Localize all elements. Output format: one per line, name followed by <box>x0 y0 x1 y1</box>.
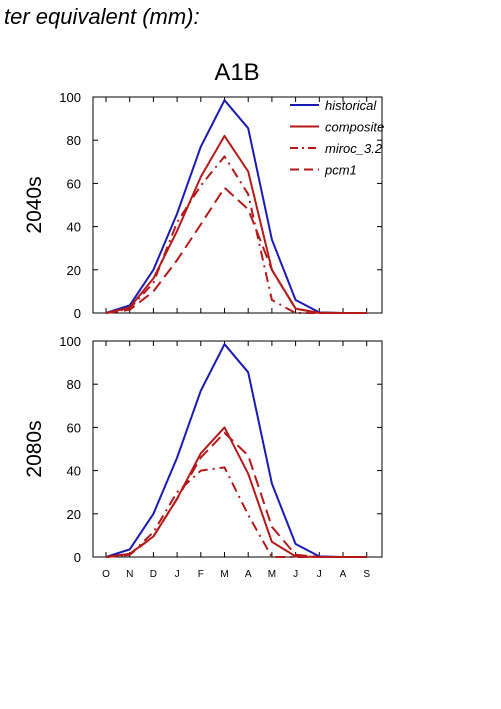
x-tick-label: S <box>363 569 370 580</box>
chart-legend: historical composite miroc_3.2 pcm1 <box>290 98 384 178</box>
chart-title: A1B <box>214 59 259 86</box>
x-tick-label: N <box>126 569 133 580</box>
y-tick-label: 0 <box>74 550 81 565</box>
series-line-composite <box>105 426 367 558</box>
y-tick-label: 60 <box>67 420 81 435</box>
legend-item: pcm1 <box>290 163 357 178</box>
y-tick-label: 80 <box>67 133 81 148</box>
x-tick-label: J <box>317 569 322 580</box>
x-tick-label: J <box>293 569 298 580</box>
panel-2040s: 0 20 40 60 80 100 2040s <box>23 90 383 321</box>
panel-2080s: 0 20 40 60 80 100 O N D J F M A M J J A S 2080s <box>23 334 383 580</box>
y-tick-label: 0 <box>74 306 81 321</box>
series-line-pcm1 <box>105 186 367 314</box>
plot-frame <box>92 96 383 314</box>
y-tick-label: 40 <box>67 464 81 479</box>
y-tick-label: 20 <box>67 263 81 278</box>
series-line-pcm1 <box>105 431 367 558</box>
page-title: ter equivalent (mm): <box>4 4 200 29</box>
y-tick-label: 40 <box>67 220 81 235</box>
legend-label: pcm1 <box>324 163 357 178</box>
plot-frame <box>92 340 383 558</box>
y-tick-label: 80 <box>67 377 81 392</box>
legend-item: composite <box>290 120 384 135</box>
legend-item: miroc_3.2 <box>290 141 383 156</box>
panel-label: 2040s <box>23 176 46 233</box>
panel-label: 2080s <box>23 420 46 477</box>
chart-panels: 0 20 40 60 80 100 2040s 0 20 40 60 80 100 O N D J F M A M J J A… <box>23 90 383 580</box>
x-tick-label: J <box>175 569 180 580</box>
series-line-miroc-3-2 <box>105 155 367 314</box>
x-tick-label: M <box>220 569 228 580</box>
y-tick-label: 100 <box>59 90 81 105</box>
y-tick-label: 60 <box>67 176 81 191</box>
x-tick-label: D <box>150 569 157 580</box>
legend-label: composite <box>325 120 384 135</box>
x-tick-label: F <box>198 569 204 580</box>
legend-label: historical <box>325 98 377 113</box>
x-tick-label: A <box>340 569 347 580</box>
y-tick-label: 20 <box>67 507 81 522</box>
legend-label: miroc_3.2 <box>325 141 383 156</box>
x-tick-label: M <box>268 569 276 580</box>
x-tick-label: O <box>102 569 110 580</box>
y-tick-label: 100 <box>59 334 81 349</box>
legend-item: historical <box>290 98 377 113</box>
x-tick-label: A <box>245 569 252 580</box>
